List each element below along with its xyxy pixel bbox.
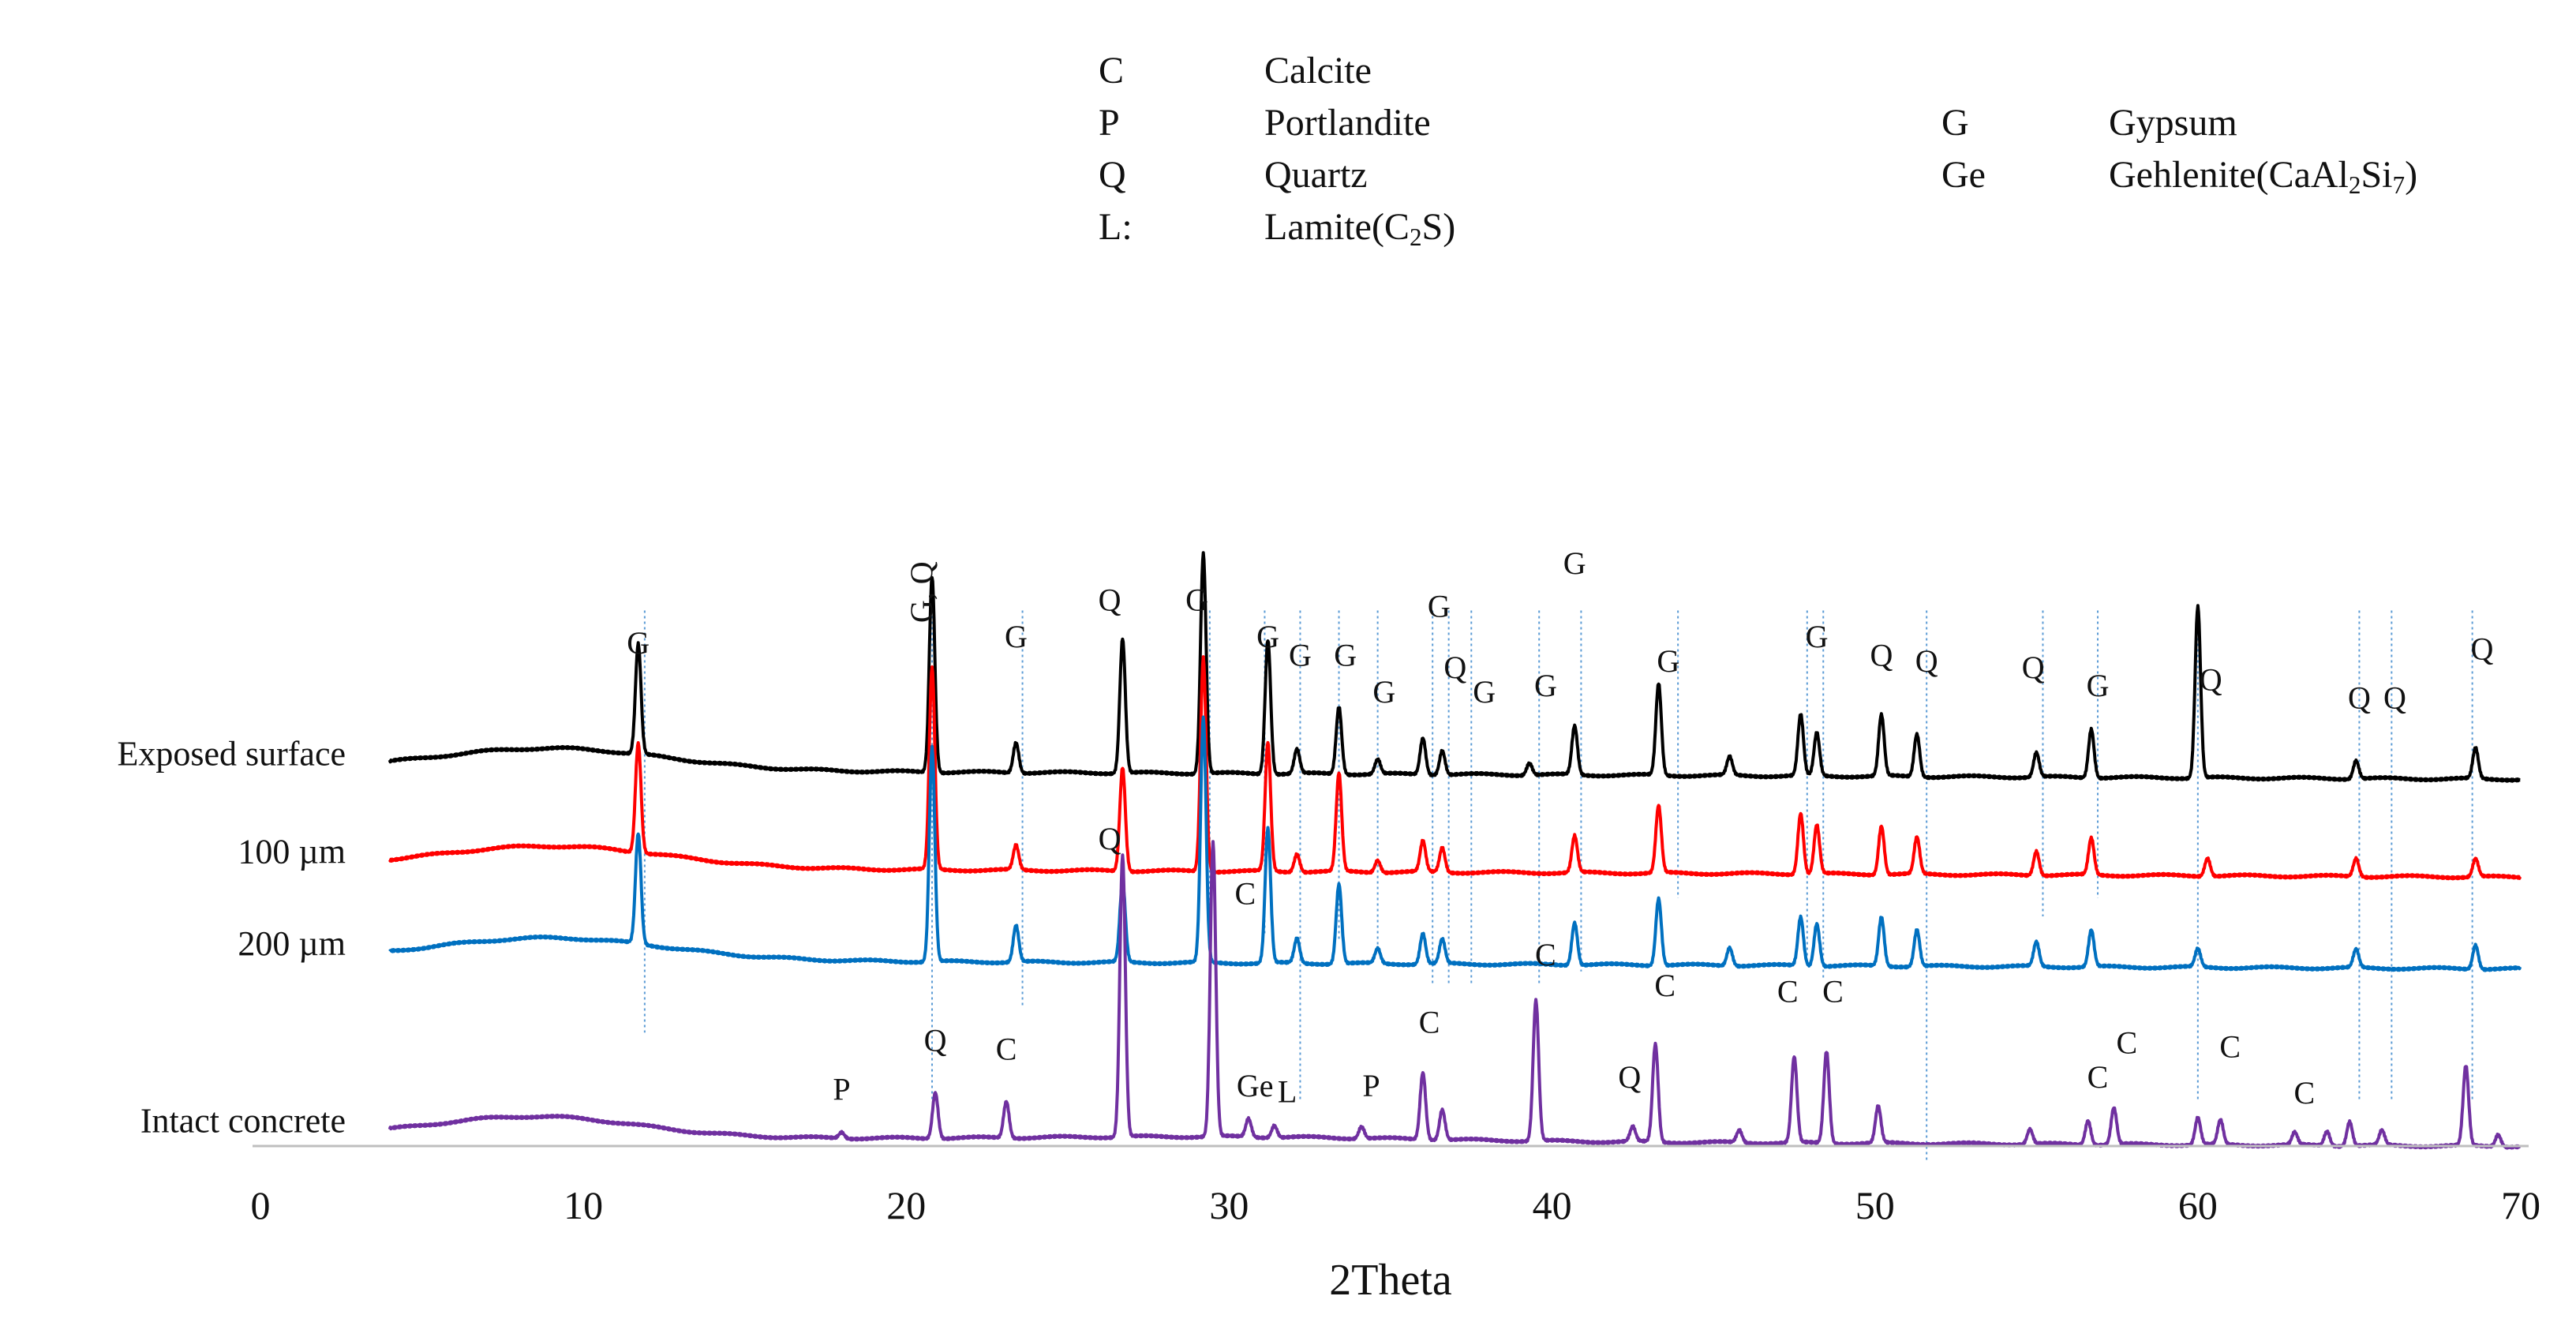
peak-annotation: P bbox=[833, 1072, 850, 1107]
legend-name-gehlenite: Gehlenite(CaAl2Si7) bbox=[2109, 154, 2418, 199]
series-line-0 bbox=[388, 551, 2522, 783]
peak-annotation: C bbox=[2117, 1025, 2138, 1061]
peak-annotation: Ge bbox=[1237, 1068, 1274, 1103]
peak-annotation: C bbox=[1235, 876, 1256, 912]
x-tick-label-40: 40 bbox=[1533, 1183, 1572, 1227]
series-line-1 bbox=[388, 655, 2522, 881]
peak-annotation: C bbox=[2219, 1028, 2241, 1064]
x-tick-label-50: 50 bbox=[1855, 1183, 1895, 1227]
legend-abbr-gypsum: G bbox=[1941, 102, 1969, 144]
peak-annotation: G bbox=[2087, 668, 2110, 703]
peak-annotation: Q bbox=[2022, 650, 2045, 685]
legend-name-calcite: Calcite bbox=[1264, 50, 1372, 92]
peak-annotation: G bbox=[1428, 588, 1451, 624]
peak-annotation: Q bbox=[1618, 1059, 1641, 1095]
series-labels: Exposed surface 100 µm 200 µm Intact concre… bbox=[117, 735, 346, 1141]
x-tick-label-30: 30 bbox=[1209, 1183, 1249, 1227]
x-tick-label-70: 70 bbox=[2501, 1183, 2540, 1227]
series-group bbox=[388, 551, 2522, 1150]
peak-annotation: Q bbox=[1099, 821, 1121, 856]
peak-annotation: Q bbox=[2470, 631, 2493, 667]
peak-annotation: Q bbox=[1870, 637, 1893, 672]
peak-annotation: G bbox=[627, 625, 650, 661]
series-line-2 bbox=[388, 715, 2522, 972]
peak-annotation: C bbox=[1822, 974, 1844, 1009]
peak-annotation: G bbox=[1005, 619, 1028, 654]
x-tick-label-0: 0 bbox=[251, 1183, 271, 1227]
peak-annotation: G bbox=[1657, 643, 1679, 679]
peak-annotation: C bbox=[2087, 1059, 2109, 1095]
x-tick-label-60: 60 bbox=[2178, 1183, 2218, 1227]
legend-abbr-quartz: Q bbox=[1099, 154, 1126, 196]
peak-annotation: Q bbox=[2200, 661, 2222, 697]
peak-annotation: Q bbox=[1915, 643, 1938, 679]
peak-annotation: G bbox=[1473, 674, 1496, 710]
peak-annotation: P bbox=[1362, 1068, 1380, 1103]
peak-annotation: G, Q bbox=[904, 561, 939, 623]
series-label-1: 100 µm bbox=[238, 833, 346, 871]
peak-annotation: Q bbox=[2348, 680, 2371, 716]
series-label-0: Exposed surface bbox=[117, 735, 346, 774]
legend-name-portlandite: Portlandite bbox=[1264, 102, 1431, 144]
peak-annotation: L bbox=[1278, 1074, 1297, 1110]
peak-annotation: G bbox=[1185, 582, 1208, 618]
peak-annotation: G bbox=[1256, 619, 1279, 654]
legend-abbr-portlandite: P bbox=[1099, 102, 1120, 144]
peak-annotation: Q bbox=[1099, 582, 1121, 618]
peak-annotation: G bbox=[1563, 545, 1586, 581]
peak-annotation: C bbox=[996, 1031, 1017, 1066]
peak-annotation: G bbox=[1372, 674, 1395, 710]
peak-annotation: C bbox=[1777, 974, 1799, 1009]
series-line-3 bbox=[388, 840, 2522, 1150]
peak-annotation: Q bbox=[1443, 650, 1466, 685]
x-tick-label-20: 20 bbox=[886, 1183, 926, 1227]
peak-annotation: G bbox=[1334, 637, 1357, 672]
legend-name-lamite: Lamite(C2S) bbox=[1264, 206, 1456, 251]
peak-annotation: G bbox=[1806, 619, 1829, 654]
peak-annotation: C bbox=[1419, 1004, 1440, 1039]
legend-abbr-lamite: L: bbox=[1099, 206, 1133, 248]
peak-annotation: Q bbox=[924, 1023, 947, 1058]
peak-annotation: Q bbox=[2383, 680, 2406, 716]
peak-annotation: G bbox=[1289, 637, 1312, 672]
peak-annotation: C bbox=[1654, 968, 1676, 1003]
x-tick-label-10: 10 bbox=[564, 1183, 603, 1227]
legend-name-gypsum: Gypsum bbox=[2109, 102, 2237, 144]
x-axis-title: 2Theta bbox=[1329, 1256, 1452, 1305]
peak-annotation: G bbox=[1534, 668, 1557, 703]
series-label-3: Intact concrete bbox=[140, 1102, 346, 1141]
series-label-2: 200 µm bbox=[238, 924, 346, 963]
peak-annotation: C bbox=[2294, 1075, 2316, 1111]
legend-abbr-calcite: C bbox=[1099, 50, 1125, 92]
legend-abbr-gehlenite: Ge bbox=[1941, 154, 1986, 196]
legend-name-quartz: Quartz bbox=[1264, 154, 1368, 196]
x-tick-labels: 0 10 20 30 40 50 60 70 bbox=[251, 1183, 2541, 1227]
reference-lines bbox=[643, 610, 2473, 1161]
peak-annotation: C bbox=[1535, 937, 1556, 972]
